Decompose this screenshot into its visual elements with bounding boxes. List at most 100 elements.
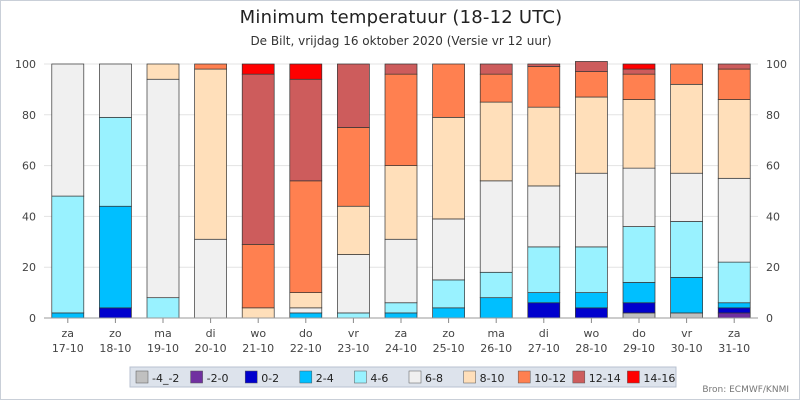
bar-segment: [622, 99, 656, 169]
bar-segment: [670, 277, 703, 314]
y-tick-label-right: 40: [766, 210, 780, 223]
bar-segment: [575, 307, 608, 319]
bar-segment: [527, 246, 561, 293]
x-tick-label-day: vr: [348, 327, 360, 340]
y-tick-label-left: 20: [22, 261, 36, 274]
bar-segment: [432, 116, 465, 220]
bar-segment: [289, 307, 323, 314]
bar-segment: [384, 73, 418, 166]
x-tick-label-date: 27-10: [528, 342, 560, 355]
bar-segment: [575, 71, 608, 98]
bar-segment: [384, 63, 418, 75]
bar-segment: [289, 180, 323, 293]
bar-segment: [575, 61, 608, 72]
bar-segment: [479, 101, 513, 182]
bar-segment: [527, 106, 561, 187]
bar-segment: [479, 63, 513, 75]
bar-segment: [194, 238, 227, 319]
legend-label: 12-14: [589, 372, 621, 385]
bar-segment: [432, 218, 465, 281]
legend-swatch: [408, 370, 422, 384]
legend-label: 0-2: [261, 372, 279, 385]
bar-segment: [622, 282, 656, 304]
bar-segment: [479, 180, 513, 273]
bar-segment: [146, 63, 180, 80]
x-tick-label-day: wo: [250, 327, 266, 340]
x-tick-label-day: do: [632, 327, 646, 340]
legend-label: 8-10: [480, 372, 505, 385]
x-tick-label-day: wo: [584, 327, 600, 340]
x-tick-label-date: 31-10: [718, 342, 750, 355]
bar-segment: [432, 307, 465, 319]
bar-segment: [575, 246, 608, 293]
chart-subtitle: De Bilt, vrijdag 16 oktober 2020 (Versie…: [250, 34, 552, 48]
bar-segment: [384, 312, 418, 319]
bar-segment: [575, 96, 608, 174]
bar-segment: [622, 167, 656, 227]
legend-box: [129, 366, 677, 388]
x-tick-label-day: za: [728, 327, 741, 340]
bar-segment: [622, 73, 656, 100]
bar-segment: [670, 312, 703, 319]
y-tick-label-left: 60: [22, 160, 36, 173]
y-tick-label-left: 100: [15, 58, 36, 71]
legend-swatch: [517, 370, 531, 384]
bar-segment: [241, 73, 275, 245]
x-tick-label-day: zo: [109, 327, 122, 340]
legend-swatch: [135, 370, 149, 384]
chart-title: Minimum temperatuur (18-12 UTC): [239, 7, 563, 28]
legend-label: 14-16: [643, 372, 675, 385]
x-tick-label-date: 22-10: [290, 342, 322, 355]
legend-label: 2-4: [316, 372, 334, 385]
bar-segment: [479, 73, 513, 103]
x-tick-label-day: zo: [442, 327, 455, 340]
source-credit: Bron: ECMWF/KNMI: [702, 385, 789, 395]
bar-segment: [241, 63, 275, 75]
legend-label: 6-8: [425, 372, 443, 385]
x-tick-label-date: 26-10: [480, 342, 512, 355]
y-tick-label-right: 100: [766, 58, 787, 71]
bar-segment: [717, 63, 751, 70]
bar-segment: [717, 68, 751, 100]
bar-segment: [289, 312, 323, 319]
bar-segment: [527, 66, 561, 108]
bar-segment: [622, 312, 656, 319]
bar-segment: [51, 63, 85, 197]
bar-segment: [99, 63, 132, 118]
bar-segment: [241, 307, 275, 319]
bar-segment: [622, 302, 656, 314]
bar-segment: [337, 127, 370, 207]
x-tick-label-date: 19-10: [147, 342, 179, 355]
x-tick-label-date: 29-10: [623, 342, 655, 355]
legend-swatch: [354, 370, 367, 384]
bar-segment: [717, 99, 751, 179]
y-tick-label-left: 40: [22, 210, 36, 223]
legend-swatch: [299, 370, 313, 384]
bar-segment: [194, 68, 227, 240]
x-tick-label-date: 28-10: [575, 342, 607, 355]
bar-segment: [432, 279, 465, 309]
bar-segment: [717, 177, 751, 263]
x-tick-label-date: 24-10: [385, 342, 417, 355]
bar-segment: [717, 302, 751, 309]
y-tick-label-right: 60: [766, 160, 780, 173]
x-tick-label-date: 17-10: [52, 342, 84, 355]
bar-segment: [479, 297, 513, 319]
y-tick-label-right: 0: [766, 312, 773, 325]
x-tick-label-date: 23-10: [337, 342, 369, 355]
bar-segment: [51, 312, 85, 319]
y-tick-label-left: 80: [22, 109, 36, 122]
bar-segment: [670, 221, 703, 278]
bar-segment: [479, 271, 513, 299]
bar-segment: [384, 302, 418, 314]
legend-swatch: [463, 370, 476, 384]
bar-segment: [51, 195, 85, 314]
x-tick-label-date: 21-10: [242, 342, 274, 355]
bar-segment: [622, 226, 656, 283]
bar-segment: [289, 78, 323, 182]
legend-label: -4_-2: [152, 372, 179, 385]
x-tick-label-date: 25-10: [433, 342, 465, 355]
legend-swatch: [190, 370, 203, 384]
